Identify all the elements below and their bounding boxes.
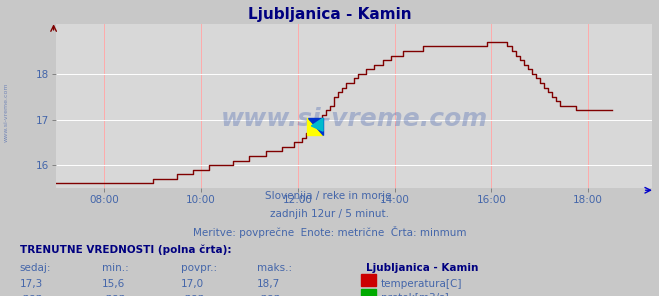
Text: -nan: -nan (102, 293, 125, 296)
Text: -nan: -nan (257, 293, 280, 296)
Text: -nan: -nan (20, 293, 43, 296)
Text: TRENUTNE VREDNOSTI (polna črta):: TRENUTNE VREDNOSTI (polna črta): (20, 244, 231, 255)
Text: www.si-vreme.com: www.si-vreme.com (3, 83, 9, 142)
Text: 15,6: 15,6 (102, 279, 125, 289)
Text: 18,7: 18,7 (257, 279, 280, 289)
Polygon shape (312, 118, 323, 131)
Text: Meritve: povprečne  Enote: metrične  Črta: minmum: Meritve: povprečne Enote: metrične Črta:… (192, 226, 467, 239)
Text: www.si-vreme.com: www.si-vreme.com (221, 107, 488, 131)
Text: Ljubljanica - Kamin: Ljubljanica - Kamin (366, 263, 478, 274)
Text: temperatura[C]: temperatura[C] (381, 279, 463, 289)
Text: 17,0: 17,0 (181, 279, 204, 289)
Text: -nan: -nan (181, 293, 204, 296)
Text: sedaj:: sedaj: (20, 263, 51, 274)
Text: Ljubljanica - Kamin: Ljubljanica - Kamin (248, 7, 411, 22)
Text: povpr.:: povpr.: (181, 263, 217, 274)
Text: Slovenija / reke in morje.: Slovenija / reke in morje. (264, 191, 395, 201)
Text: 17,3: 17,3 (20, 279, 43, 289)
Text: maks.:: maks.: (257, 263, 292, 274)
Polygon shape (308, 118, 323, 136)
Text: zadnjih 12ur / 5 minut.: zadnjih 12ur / 5 minut. (270, 209, 389, 219)
Polygon shape (308, 118, 323, 136)
Text: min.:: min.: (102, 263, 129, 274)
Text: pretok[m3/s]: pretok[m3/s] (381, 293, 449, 296)
